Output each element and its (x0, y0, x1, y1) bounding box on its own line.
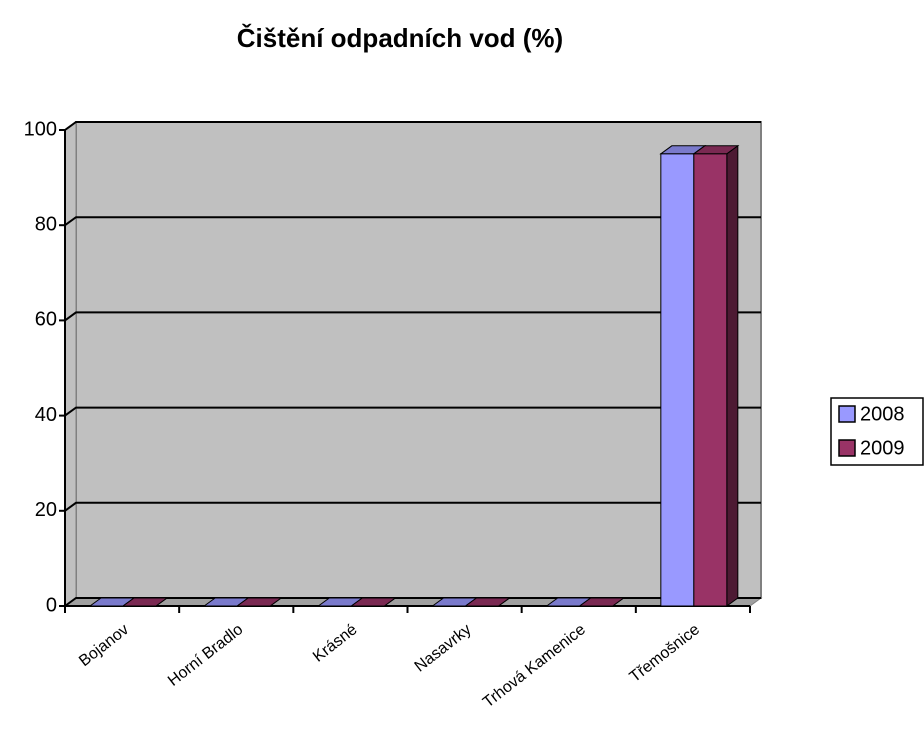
bar-top (121, 597, 169, 607)
bar (121, 597, 169, 607)
legend-swatch (838, 439, 856, 457)
y-tick-label: 20 (35, 499, 57, 521)
bar-top (235, 597, 283, 607)
bar-side (726, 144, 739, 607)
bar-top (463, 597, 512, 607)
grid-line (64, 501, 761, 512)
y-tick-label: 100 (24, 118, 57, 140)
grid-line (64, 597, 761, 607)
x-tick-label: Bojanov (76, 621, 132, 670)
bar (578, 597, 626, 607)
bar (463, 597, 512, 607)
y-tick-label: 80 (35, 213, 57, 235)
y-tick-label: 60 (35, 309, 57, 331)
legend-label: 2009 (860, 437, 905, 459)
side-wall (64, 121, 77, 607)
x-tick-label: Horní Bradlo (165, 621, 246, 690)
grid-line (64, 406, 761, 417)
y-tick-label: 0 (46, 594, 57, 616)
legend-label: 2008 (860, 403, 905, 425)
bar-front (693, 153, 728, 607)
bar (349, 597, 397, 607)
legend-swatch (838, 405, 856, 423)
bar-front (660, 153, 695, 607)
grid-line (64, 311, 761, 322)
grid-line (64, 121, 761, 131)
x-tick-label: Trhová Kamenice (480, 621, 589, 711)
x-tick-label: Třemošnice (627, 621, 703, 686)
grid-line (64, 216, 761, 227)
chart-title: Čištění odpadních vod (%) (237, 23, 563, 53)
bar-top (692, 145, 740, 155)
x-tick-label: Krásné (310, 621, 361, 666)
x-tick-label: Nasavrky (412, 621, 475, 675)
back-wall (75, 121, 762, 599)
bar (692, 144, 740, 607)
bar-top (578, 597, 626, 607)
floor (63, 597, 763, 607)
bar-top (349, 597, 397, 607)
bar (235, 597, 283, 607)
y-tick-label: 40 (35, 404, 57, 426)
